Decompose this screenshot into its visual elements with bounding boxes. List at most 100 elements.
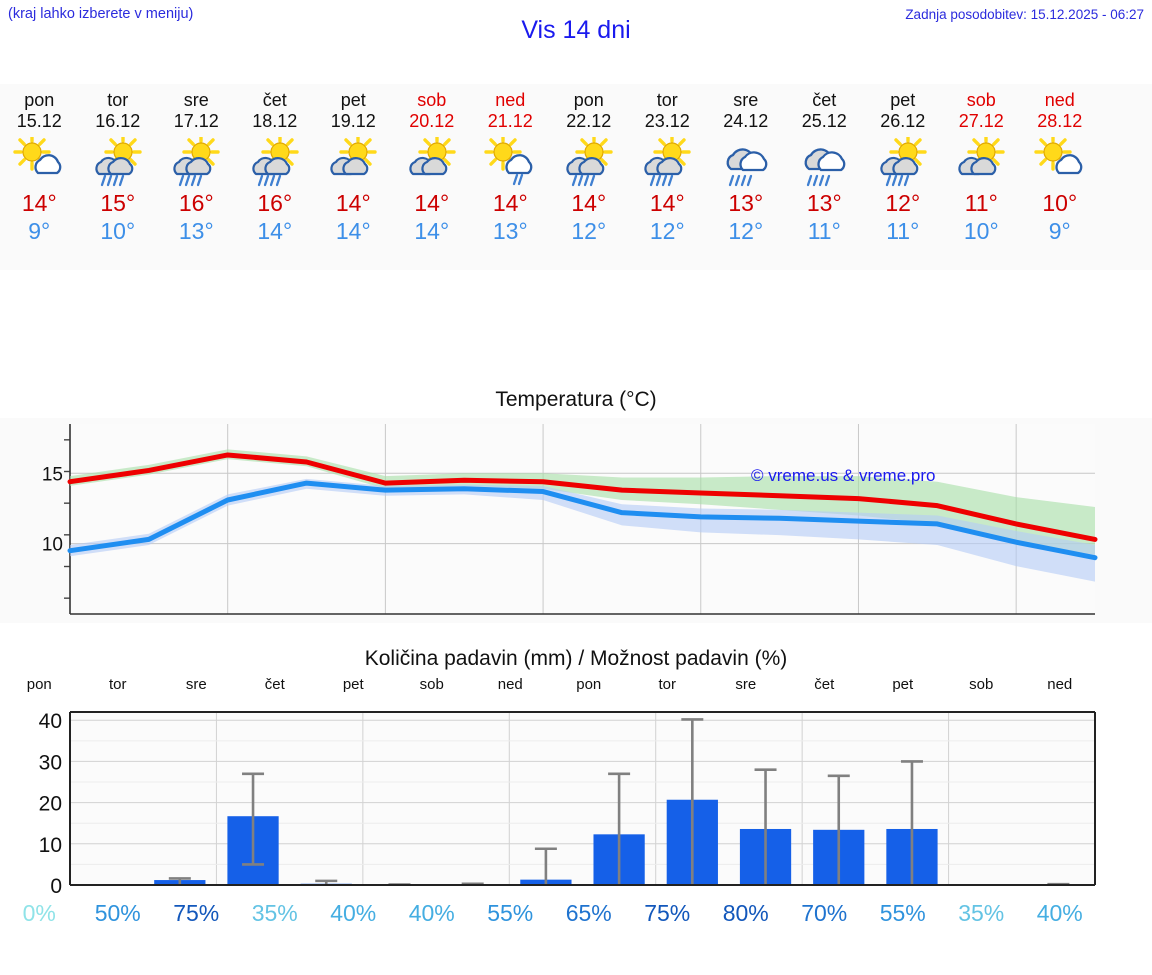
forecast-temp-max: 14° [492,190,528,216]
forecast-day-column[interactable]: ned 21.12 14° 13° [471,84,550,270]
forecast-temp-max: 13° [806,190,842,216]
weather-sun-cloud-rain-icon [628,134,707,189]
precip-probability-value: 40% [408,900,455,926]
forecast-day-date: 27.12 [958,111,1004,131]
weather-cloud-rain-icon [785,134,864,189]
forecast-day-column[interactable]: tor 16.12 15° 10° [79,84,158,270]
temperature-chart-title: Temperatura (°C) [495,388,657,411]
forecast-day-date: 26.12 [880,111,926,131]
forecast-temp-min: 11° [807,218,841,244]
precip-y-tick: 20 [39,793,62,816]
precipitation-probability-row: 0% 50% 75% 35% 40% 40% 55% 65% 75% 80% 70% 55% 35% 40… [0,900,1152,927]
precip-y-tick: 30 [39,751,62,774]
forecast-temp-max: 16° [257,190,293,216]
forecast-day-date: 24.12 [723,111,769,131]
precip-day-label: čet [814,676,835,693]
precip-y-tick: 10 [39,834,62,857]
precip-day-label: pet [342,676,364,693]
forecast-temp-min: 10° [100,218,136,244]
forecast-temp-min: 9° [1048,218,1071,244]
forecast-day-name: pon [573,90,604,110]
forecast-day-column[interactable]: sre 17.12 16° 13° [157,84,236,270]
forecast-day-date: 15.12 [16,111,62,131]
forecast-day-column[interactable]: tor 23.12 14° 12° [628,84,707,270]
precip-probability-value: 50% [94,900,141,926]
forecast-day-name: sre [183,90,209,110]
forecast-day-date: 21.12 [487,111,533,131]
forecast-day-name: sre [733,90,759,110]
forecast-temp-max: 14° [414,190,450,216]
forecast-day-column[interactable]: pet 26.12 12° 11° [864,84,943,270]
precip-day-label: pon [576,676,602,693]
forecast-day-column[interactable]: sre 24.12 13° 12° [707,84,786,270]
forecast-day-column[interactable]: čet 25.12 13° 11° [785,84,864,270]
precip-day-label: čet [264,676,285,693]
forecast-temp-max: 13° [728,190,764,216]
precip-probability-value: 0% [22,900,56,926]
forecast-day-name: pon [24,90,55,110]
weather-sun-cloud-rain-icon [236,134,315,189]
forecast-day-column[interactable]: čet 18.12 16° 14° [236,84,315,270]
forecast-day-date: 20.12 [409,111,455,131]
forecast-temp-min: 14° [335,218,371,244]
forecast-day-name: čet [262,90,287,110]
forecast-day-column[interactable]: sob 27.12 11° 10° [942,84,1021,270]
forecast-temp-min: 14° [257,218,293,244]
precipitation-day-labels: pon tor sre čet pet sob ned pon tor sre čet pet sob n… [0,676,1152,693]
weather-sun-cloud-grey-icon [393,134,472,189]
forecast-temp-max: 14° [335,190,371,216]
precip-probability-value: 40% [330,900,377,926]
forecast-day-column[interactable]: ned 28.12 10° 9° [1021,84,1100,270]
forecast-day-date: 25.12 [801,111,847,131]
weather-sun-cloud-lightrain-icon [471,134,550,189]
precip-probability-value: 80% [722,900,769,926]
precip-day-label: sre [735,676,757,693]
temp-y-tick: 15 [42,464,63,485]
forecast-day-column[interactable]: pon 15.12 14° 9° [0,84,79,270]
precip-y-tick: 40 [39,710,62,733]
forecast-day-date: 18.12 [252,111,298,131]
last-update-text: Zadnja posodobitev: 15.12.2025 - 06:27 [905,7,1144,22]
daily-forecast-strip: pon 15.12 14° 9° tor 16.12 15° 10° sre 17.12 16° 13… [0,84,1152,270]
precip-day-label: sre [185,676,207,693]
forecast-day-column[interactable]: pon 22.12 14° 12° [550,84,629,270]
forecast-temp-max: 16° [178,190,214,216]
forecast-temp-max: 11° [964,190,998,216]
forecast-day-name: tor [656,90,678,110]
precip-day-label: pet [892,676,914,693]
precip-probability-value: 70% [801,900,848,926]
forecast-day-column[interactable]: sob 20.12 14° 14° [393,84,472,270]
precip-y-tick: 0 [50,875,62,898]
precip-probability-value: 35% [251,900,298,926]
forecast-temp-max: 10° [1042,190,1078,216]
temp-y-tick: 10 [42,535,63,556]
page-header: (kraj lahko izberete v meniju) Vis 14 dn… [0,0,1152,62]
forecast-day-column[interactable]: pet 19.12 14° 14° [314,84,393,270]
forecast-temp-min: 13° [178,218,214,244]
forecast-temp-min: 12° [571,218,607,244]
forecast-day-name: čet [812,90,837,110]
precip-day-label: tor [108,676,127,693]
precip-probability-value: 75% [173,900,220,926]
precip-day-label: ned [1047,676,1073,693]
precip-probability-value: 65% [565,900,612,926]
forecast-day-name: sob [966,90,996,110]
forecast-temp-min: 11° [886,218,920,244]
forecast-day-name: pet [890,90,916,110]
forecast-temp-max: 12° [885,190,921,216]
precip-probability-value: 35% [958,900,1005,926]
precip-probability-value: 75% [644,900,691,926]
weather-sun-cloud-icon [0,134,79,189]
forecast-temp-min: 13° [492,218,528,244]
weather-sun-cloud-rain-icon [550,134,629,189]
temperature-chart: 10 15 [42,424,1098,615]
precip-day-label: tor [658,676,676,693]
weather-sun-cloud-grey-icon [942,134,1021,189]
forecast-day-date: 16.12 [95,111,141,131]
watermark-text: © vreme.us & vreme.pro [751,466,936,485]
precip-probability-value: 55% [879,900,926,926]
weather-sun-cloud-rain-icon [79,134,158,189]
weather-sun-cloud-rain-icon [157,134,236,189]
menu-hint-text: (kraj lahko izberete v meniju) [8,6,194,22]
forecast-day-date: 22.12 [566,111,612,131]
